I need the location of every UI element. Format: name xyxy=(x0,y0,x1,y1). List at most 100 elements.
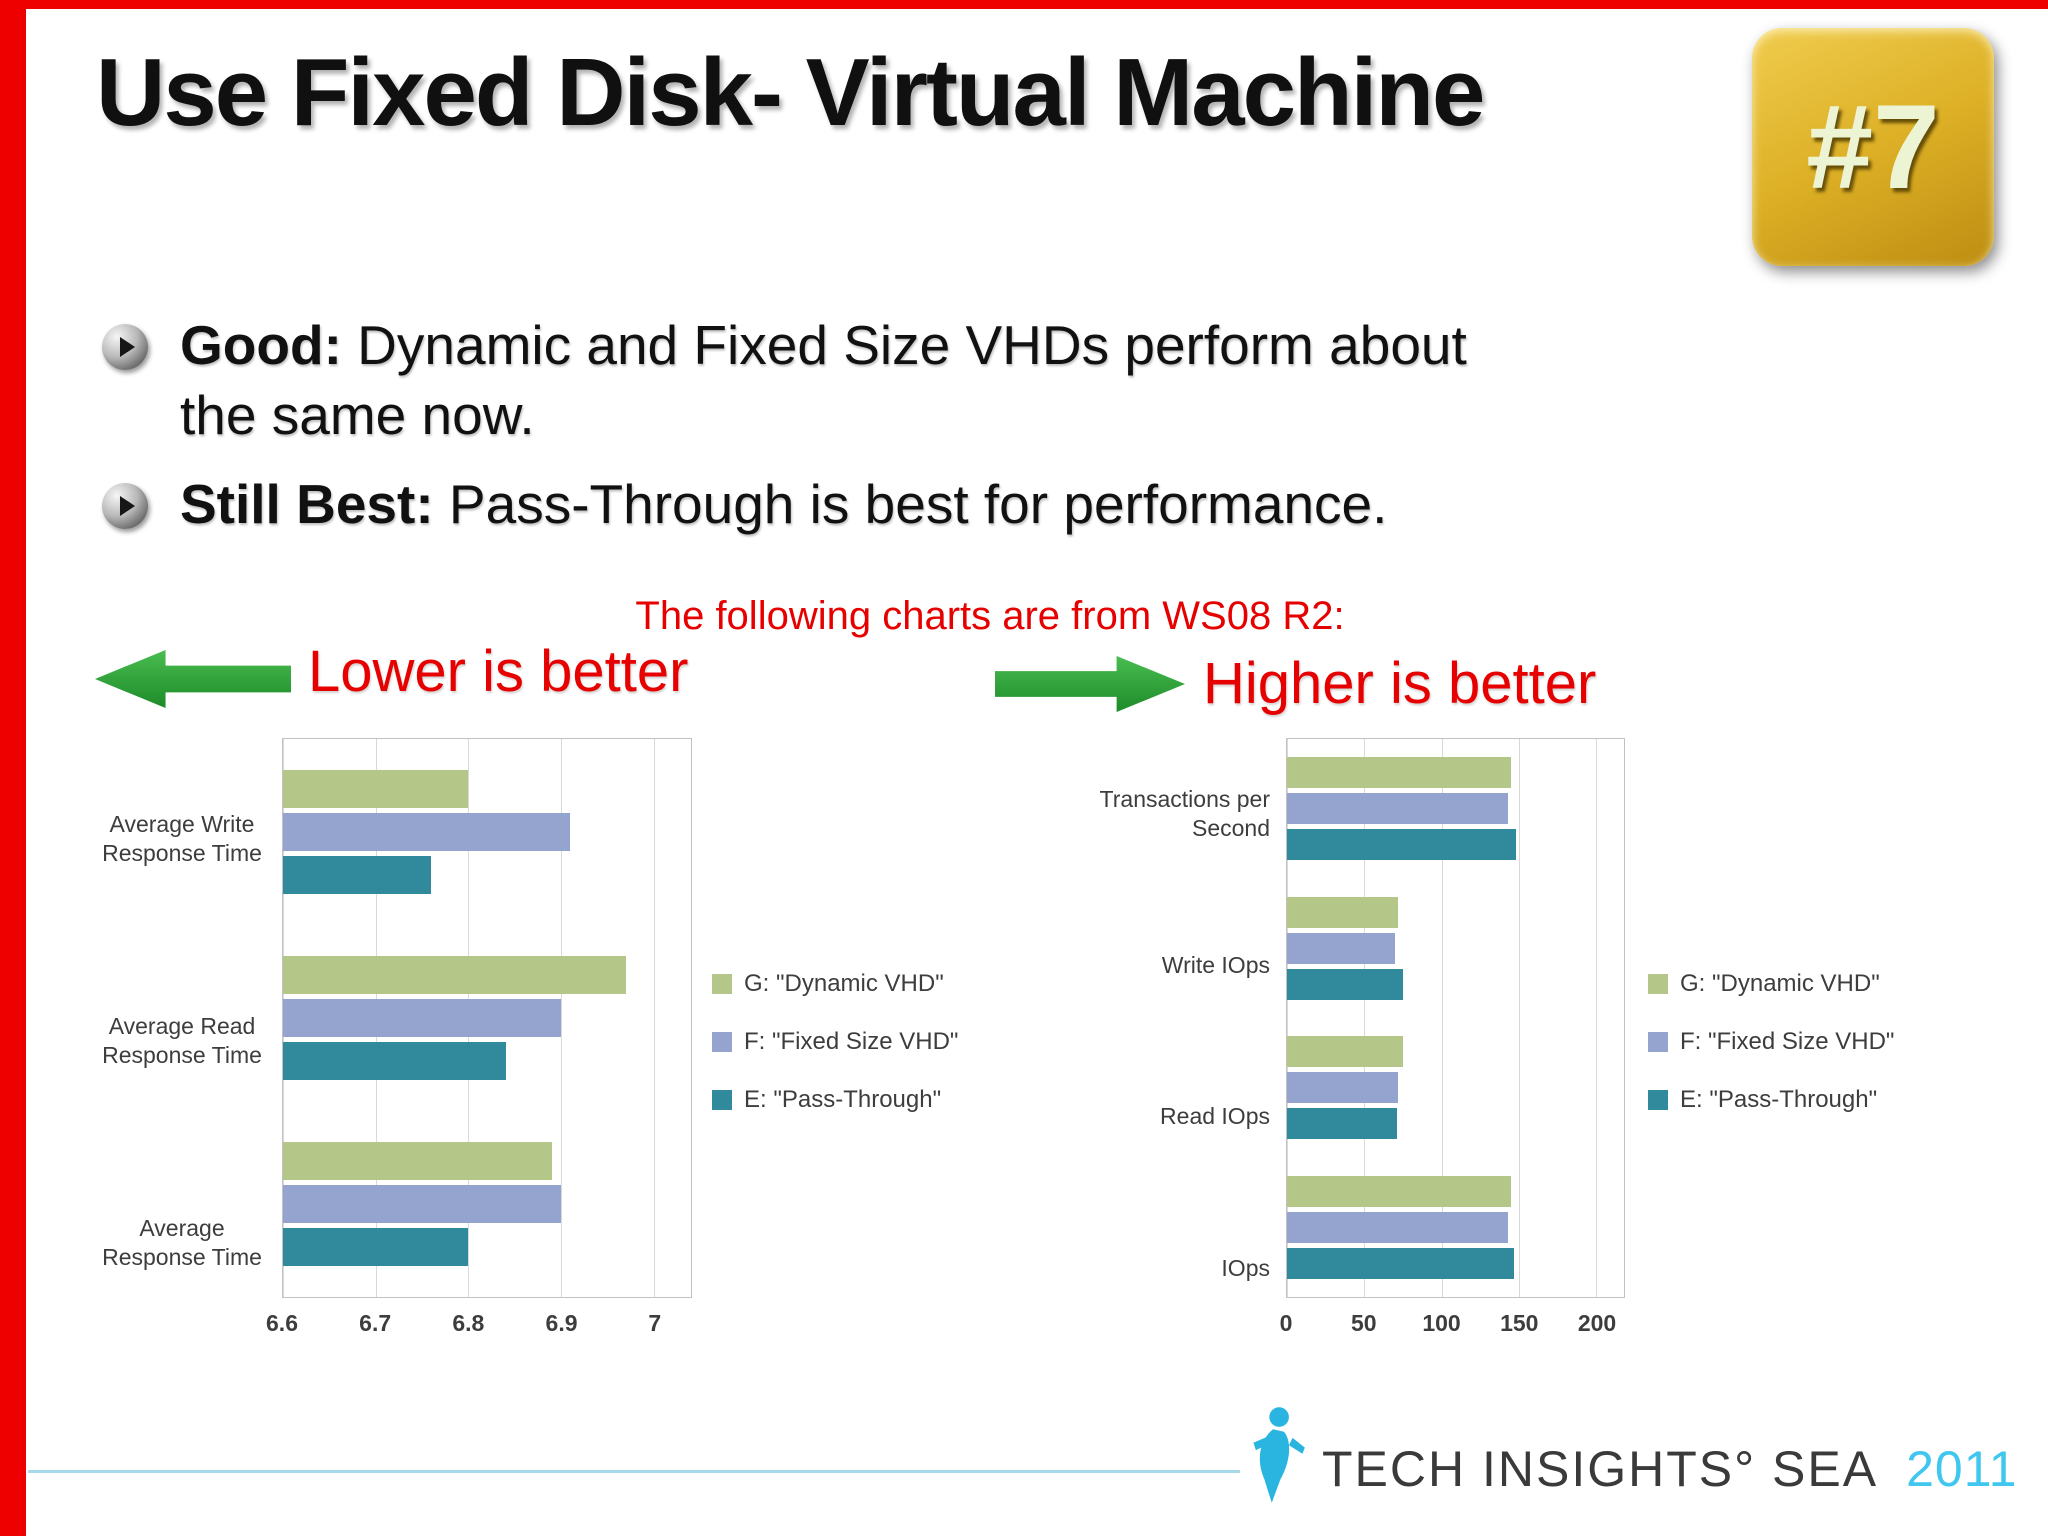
gridline xyxy=(1287,739,1288,1297)
footer-brand: TECH INSIGHTS° SEA 2011 xyxy=(1322,1440,2018,1498)
legend-swatch-icon xyxy=(712,974,732,994)
footer-brand-name: TECH INSIGHTS° SEA xyxy=(1322,1441,1879,1497)
tick-label: 100 xyxy=(1422,1310,1461,1336)
legend-swatch-icon xyxy=(1648,974,1668,994)
charts-source-note: The following charts are from WS08 R2: xyxy=(635,594,1345,638)
tech-insights-logo-icon xyxy=(1253,1407,1305,1503)
category-band xyxy=(1287,1018,1624,1158)
higher-is-better-label: Higher is better xyxy=(1203,651,1597,716)
bar xyxy=(283,956,627,994)
bar xyxy=(1287,1036,1403,1068)
gridline xyxy=(1441,739,1443,1297)
category-band xyxy=(1287,1158,1624,1298)
slide-left-edge xyxy=(0,0,26,1536)
legend-swatch-icon xyxy=(712,1090,732,1110)
bar xyxy=(1287,968,1403,1000)
legend-label: E: "Pass-Through" xyxy=(1680,1086,1878,1113)
bar xyxy=(1287,1247,1515,1279)
footer-divider xyxy=(28,1470,1240,1473)
legend-item: F: "Fixed Size VHD" xyxy=(1648,1028,1894,1056)
gridline xyxy=(1364,739,1366,1297)
legend-label: F: "Fixed Size VHD" xyxy=(1680,1028,1895,1055)
legend-swatch-icon xyxy=(1648,1090,1668,1110)
bar xyxy=(283,770,469,808)
legend-item: E: "Pass-Through" xyxy=(1648,1086,1894,1114)
bar xyxy=(1287,793,1509,825)
legend-label: G: "Dynamic VHD" xyxy=(1680,970,1880,997)
legend-label: G: "Dynamic VHD" xyxy=(744,970,944,997)
gridline xyxy=(561,739,563,1297)
plot-area xyxy=(282,738,692,1298)
legend-swatch-icon xyxy=(712,1032,732,1052)
legend-label: E: "Pass-Through" xyxy=(744,1086,942,1113)
footer-year: 2011 xyxy=(1906,1441,2018,1497)
gridline xyxy=(653,739,655,1297)
category-axis: Average Write Response Time Average Read … xyxy=(92,738,282,1344)
bullet-still-best: Still Best: Pass-Through is best for per… xyxy=(102,469,1862,539)
chart-legend: G: "Dynamic VHD" F: "Fixed Size VHD" E: "P… xyxy=(1648,970,1894,1114)
bullet-arrow-icon xyxy=(102,324,148,370)
tick-label: 6.9 xyxy=(545,1310,578,1336)
bar xyxy=(283,1228,469,1266)
bullet-arrow-icon xyxy=(102,482,148,529)
plot-column: 0 50 100 150 200 xyxy=(1280,738,1625,1344)
bullet-lead: Still Best: xyxy=(180,472,434,535)
bar xyxy=(283,1142,552,1180)
bullet-rest: Pass-Through is best for performance. xyxy=(433,472,1388,535)
tick-label: 150 xyxy=(1500,1310,1539,1336)
response-time-chart: Average Write Response Time Average Read … xyxy=(92,738,692,1344)
category-band xyxy=(1287,879,1624,1019)
bar xyxy=(1287,1211,1509,1243)
legend-label: F: "Fixed Size VHD" xyxy=(744,1028,959,1055)
slide-top-edge xyxy=(0,0,2048,9)
value-axis: 6.6 6.7 6.8 6.9 7 xyxy=(266,1298,692,1344)
bullet-list: Good: Dynamic and Fixed Size VHDs perfor… xyxy=(102,310,1862,557)
category-band xyxy=(283,739,691,925)
slide-title: Use Fixed Disk- Virtual Machine xyxy=(96,39,1485,146)
bullet-text: Good: Dynamic and Fixed Size VHDs perfor… xyxy=(180,310,1467,451)
bar xyxy=(283,813,571,851)
bar xyxy=(1287,1108,1397,1140)
gridline xyxy=(1596,739,1598,1297)
category-label: IOps xyxy=(1221,1254,1270,1281)
tick-label: 0 xyxy=(1279,1310,1293,1336)
right-arrow-icon xyxy=(995,656,1185,712)
lower-is-better-label: Lower is better xyxy=(308,639,689,704)
bullet-rest: Dynamic and Fixed Size VHDs perform abou… xyxy=(341,314,1467,376)
tick-label: 6.6 xyxy=(266,1310,298,1336)
tick-label: 200 xyxy=(1577,1310,1617,1336)
bar xyxy=(1287,829,1516,861)
plot-area xyxy=(1286,738,1625,1298)
bar xyxy=(283,856,432,894)
category-band xyxy=(283,925,691,1111)
legend-item: G: "Dynamic VHD" xyxy=(1648,970,1894,998)
bar xyxy=(283,1042,506,1080)
gridline xyxy=(1518,739,1520,1297)
bullet-line2: the same now. xyxy=(180,384,535,447)
bar xyxy=(1287,1072,1399,1104)
bar xyxy=(1287,932,1396,964)
tick-label: 50 xyxy=(1350,1310,1377,1336)
iops-chart: Transactions per Second Write IOps Read IO… xyxy=(1028,738,1625,1344)
category-label: Read IOps xyxy=(1160,1103,1270,1130)
bar xyxy=(1287,896,1399,928)
left-arrow-icon xyxy=(95,650,291,708)
tick-label: 7 xyxy=(648,1310,662,1336)
bullet-good: Good: Dynamic and Fixed Size VHDs perfor… xyxy=(102,310,1862,451)
legend-item: F: "Fixed Size VHD" xyxy=(712,1028,958,1056)
bar xyxy=(283,1185,562,1223)
category-band xyxy=(1287,739,1624,879)
legend-item: G: "Dynamic VHD" xyxy=(712,970,958,998)
bullet-lead: Good: xyxy=(180,314,342,376)
chart-legend: G: "Dynamic VHD" F: "Fixed Size VHD" E: "P… xyxy=(712,970,958,1114)
category-label: Average Read Response Time xyxy=(102,1013,262,1068)
bar xyxy=(283,999,562,1037)
bar xyxy=(1287,1175,1512,1207)
slide-number-badge: #7 xyxy=(1752,28,1994,266)
category-band xyxy=(283,1111,691,1297)
value-axis: 0 50 100 150 200 xyxy=(1280,1298,1625,1344)
slide-number-label: #7 xyxy=(1806,80,1940,214)
tick-label: 6.7 xyxy=(359,1310,392,1336)
tick-label: 6.8 xyxy=(452,1310,485,1336)
category-label: Average Write Response Time xyxy=(102,811,262,866)
